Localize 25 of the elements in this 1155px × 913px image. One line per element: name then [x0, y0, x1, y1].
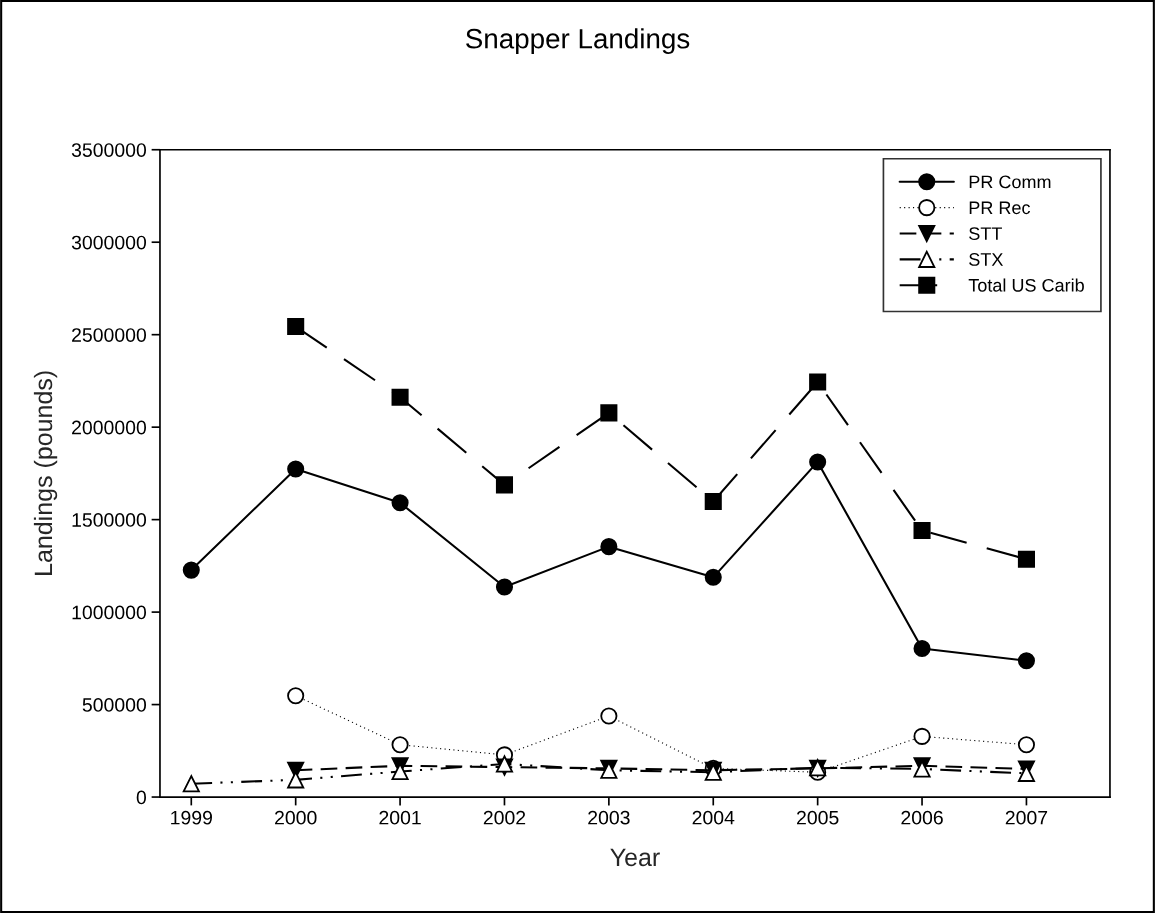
- x-tick-label: 2000: [275, 810, 317, 825]
- x-tick-label: 2002: [483, 810, 526, 825]
- chart-title: Snapper Landings: [466, 28, 690, 55]
- legend-label: PR Comm: [969, 175, 1051, 189]
- y-tick-label: 1000000: [72, 605, 147, 620]
- y-tick-label: 0: [136, 790, 147, 805]
- x-tick-label: 2005: [797, 810, 839, 825]
- y-tick-label: 1500000: [72, 513, 147, 527]
- legend-label: STX: [969, 253, 1004, 266]
- y-tick-label: 500000: [82, 698, 147, 712]
- x-tick-label: 2001: [379, 810, 421, 825]
- y-axis-title: Landings (pounds): [33, 371, 58, 575]
- y-tick-label: 2500000: [72, 328, 147, 342]
- y-tick-label: 2000000: [72, 420, 147, 435]
- x-axis-title: Year: [610, 848, 660, 867]
- x-tick-label: 2004: [692, 810, 735, 825]
- x-tick-label: 2007: [1005, 810, 1048, 825]
- y-tick-label: 3500000: [71, 143, 147, 157]
- x-tick-label: 2003: [588, 810, 630, 825]
- x-tick-label: 1999: [171, 810, 212, 825]
- legend-label: STT: [969, 227, 1002, 240]
- legend-label: Total US Carib: [968, 278, 1084, 292]
- x-tick-label: 2006: [901, 810, 943, 825]
- y-tick-label: 3000000: [71, 235, 147, 250]
- legend-label: PR Rec: [969, 201, 1031, 215]
